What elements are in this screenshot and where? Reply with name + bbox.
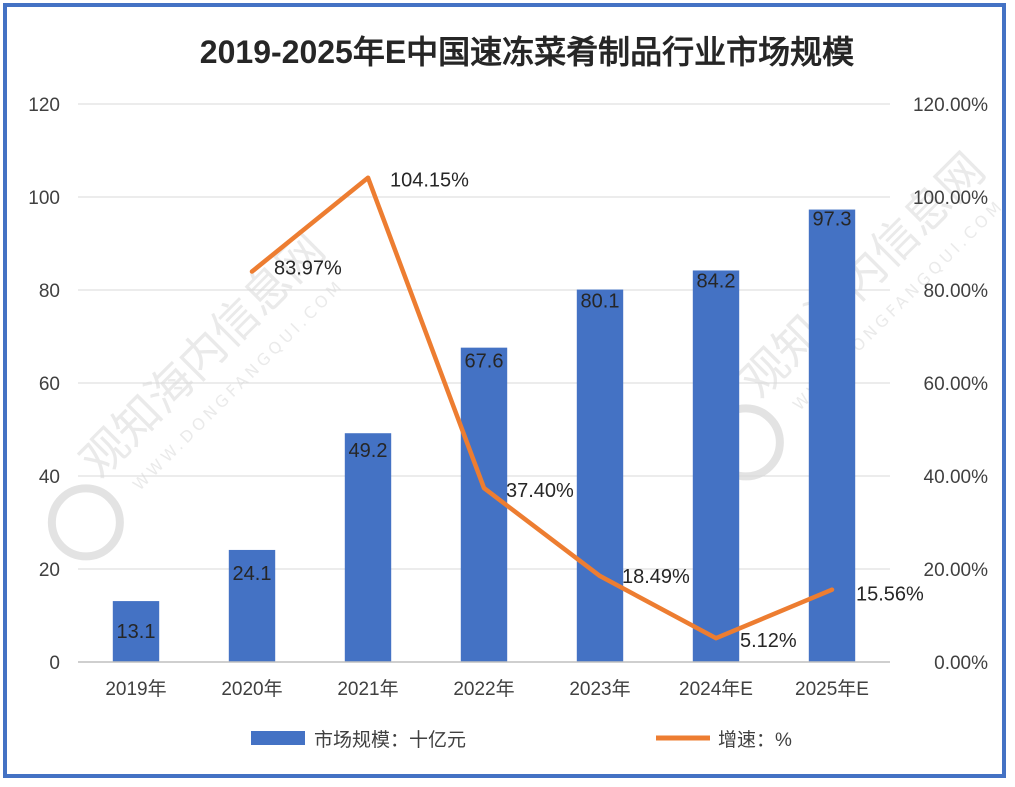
bar-data-labels: 13.1 24.1 49.2 67.6 80.1 84.2 97.3 bbox=[117, 209, 852, 644]
bar bbox=[228, 549, 276, 662]
right-tick-label: 100.00% bbox=[913, 188, 988, 209]
legend-bar-label: 市场规模：十亿元 bbox=[314, 729, 466, 751]
right-tick-label: 20.00% bbox=[924, 560, 989, 581]
left-tick-label: 80 bbox=[39, 281, 60, 302]
left-tick-label: 60 bbox=[39, 374, 60, 395]
bar-data-label: 49.2 bbox=[349, 440, 388, 462]
bar-data-label: 13.1 bbox=[117, 621, 156, 643]
left-tick-label: 0 bbox=[49, 653, 60, 674]
x-tick-label: 2020年 bbox=[221, 678, 282, 700]
left-tick-label: 20 bbox=[39, 560, 60, 581]
bar bbox=[808, 209, 856, 662]
right-tick-label: 40.00% bbox=[924, 467, 989, 488]
chart-title: 2019-2025年E中国速冻菜肴制品行业市场规模 bbox=[200, 34, 854, 70]
left-tick-label: 40 bbox=[39, 467, 60, 488]
left-axis-ticks: 0 20 40 60 80 100 120 bbox=[28, 95, 60, 674]
watermark-logo bbox=[47, 484, 124, 561]
legend: 市场规模：十亿元 增速：% bbox=[251, 729, 792, 751]
line-data-label: 83.97% bbox=[274, 258, 342, 280]
bar-series bbox=[112, 209, 856, 662]
bar bbox=[576, 289, 624, 662]
bar-data-label: 80.1 bbox=[581, 291, 620, 313]
line-data-label: 5.12% bbox=[740, 630, 797, 652]
bar-data-label: 24.1 bbox=[233, 563, 272, 585]
x-tick-label: 2019年 bbox=[105, 678, 166, 700]
bar bbox=[344, 433, 392, 662]
line-data-labels: 83.97% 104.15% 37.40% 18.49% 5.12% 15.56% bbox=[274, 170, 924, 652]
line-data-label: 37.40% bbox=[506, 480, 574, 502]
line-data-label: 15.56% bbox=[856, 584, 924, 606]
right-tick-label: 60.00% bbox=[924, 374, 989, 395]
bar-data-label: 67.6 bbox=[465, 351, 504, 373]
bar bbox=[112, 601, 160, 662]
right-tick-label: 80.00% bbox=[924, 281, 989, 302]
right-tick-label: 0.00% bbox=[934, 653, 988, 674]
line-data-label: 104.15% bbox=[390, 170, 469, 192]
x-tick-label: 2025年E bbox=[795, 678, 869, 700]
legend-bar-swatch bbox=[251, 731, 305, 745]
line-data-label: 18.49% bbox=[622, 566, 690, 588]
bar bbox=[692, 270, 740, 662]
right-tick-label: 120.00% bbox=[913, 95, 988, 116]
x-axis-ticks: 2019年 2020年 2021年 2022年 2023年 2024年E 2025年E bbox=[105, 678, 869, 700]
bar bbox=[460, 347, 508, 662]
bar-data-label: 97.3 bbox=[813, 209, 852, 231]
right-axis-ticks: 0.00% 20.00% 40.00% 60.00% 80.00% 100.00% 120.… bbox=[913, 95, 988, 674]
growth-line bbox=[249, 175, 835, 641]
left-tick-label: 100 bbox=[28, 188, 60, 209]
legend-line-label: 增速：% bbox=[718, 729, 792, 751]
x-tick-label: 2023年 bbox=[569, 678, 630, 700]
bar-data-label: 84.2 bbox=[697, 270, 736, 292]
growth-line-series bbox=[249, 175, 835, 641]
x-tick-label: 2021年 bbox=[337, 678, 398, 700]
x-tick-label: 2022年 bbox=[453, 678, 514, 700]
left-tick-label: 120 bbox=[28, 95, 60, 116]
watermark-text-2: 观知海内信息网 bbox=[730, 142, 996, 408]
x-tick-label: 2024年E bbox=[679, 678, 753, 700]
